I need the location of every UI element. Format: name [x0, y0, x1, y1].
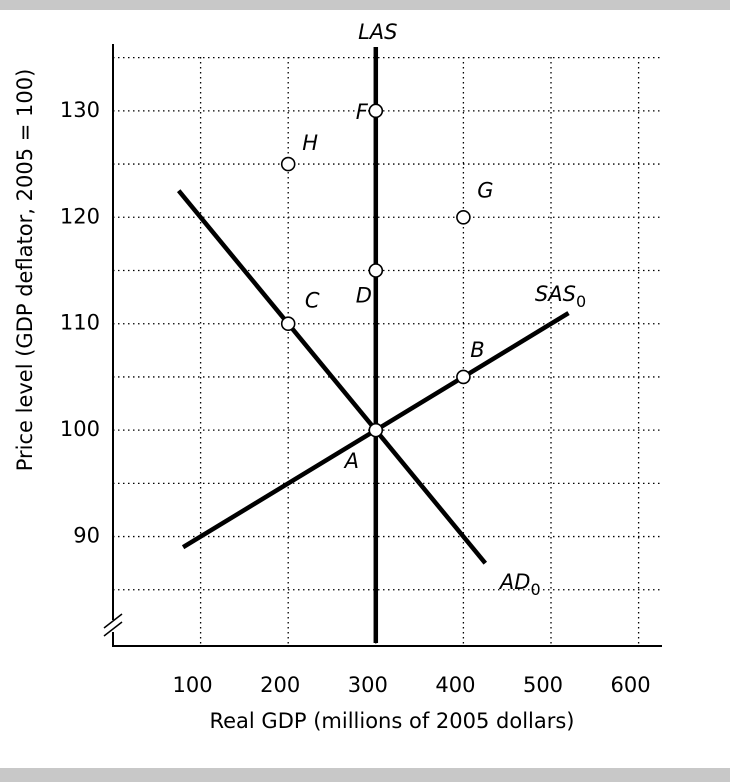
curve-label-name: SAS: [535, 282, 576, 306]
axis-break: [103, 621, 123, 637]
point-label: F: [356, 100, 369, 124]
point-label: B: [470, 338, 484, 362]
curve-label-subscript: 0: [576, 292, 586, 311]
point-label: A: [343, 449, 359, 473]
y-tick-label: 130: [60, 98, 100, 122]
point: [368, 422, 384, 438]
point: [280, 156, 296, 172]
curve-label: SAS0: [535, 282, 586, 311]
x-tick-label: 300: [348, 673, 388, 697]
curve-label: LAS: [358, 20, 397, 44]
bottom-bar: [0, 768, 730, 782]
axis-break: [103, 613, 123, 629]
x-tick-label: 500: [523, 673, 563, 697]
point: [368, 103, 384, 119]
curve-label-name: AD: [498, 570, 531, 594]
plot-area: [113, 47, 661, 646]
y-tick-label: 90: [73, 524, 100, 548]
y-axis-title: Price level (GDP deflator, 2005 = 100): [13, 69, 37, 472]
point-label: G: [477, 178, 493, 202]
point: [368, 263, 384, 278]
x-tick-label: 400: [435, 673, 475, 697]
x-tick-label: 600: [611, 673, 651, 697]
x-tick-label: 100: [173, 673, 213, 697]
top-bar: [0, 0, 730, 10]
y-tick-label: 110: [60, 311, 100, 335]
point: [456, 209, 471, 225]
point: [456, 369, 471, 385]
y-tick-label: 100: [60, 417, 100, 441]
y-tick-label: 120: [60, 204, 100, 228]
curve: [176, 189, 488, 565]
point-label: C: [305, 289, 320, 313]
x-tick-label: 200: [260, 673, 300, 697]
point: [280, 316, 296, 332]
curve-label-subscript: 0: [530, 580, 540, 599]
x-axis-title: Real GDP (millions of 2005 dollars): [209, 709, 574, 733]
point-label: H: [302, 131, 318, 155]
curve-label-name: LAS: [358, 20, 397, 44]
curve-label: AD0: [498, 570, 541, 599]
point-label: D: [356, 284, 372, 308]
